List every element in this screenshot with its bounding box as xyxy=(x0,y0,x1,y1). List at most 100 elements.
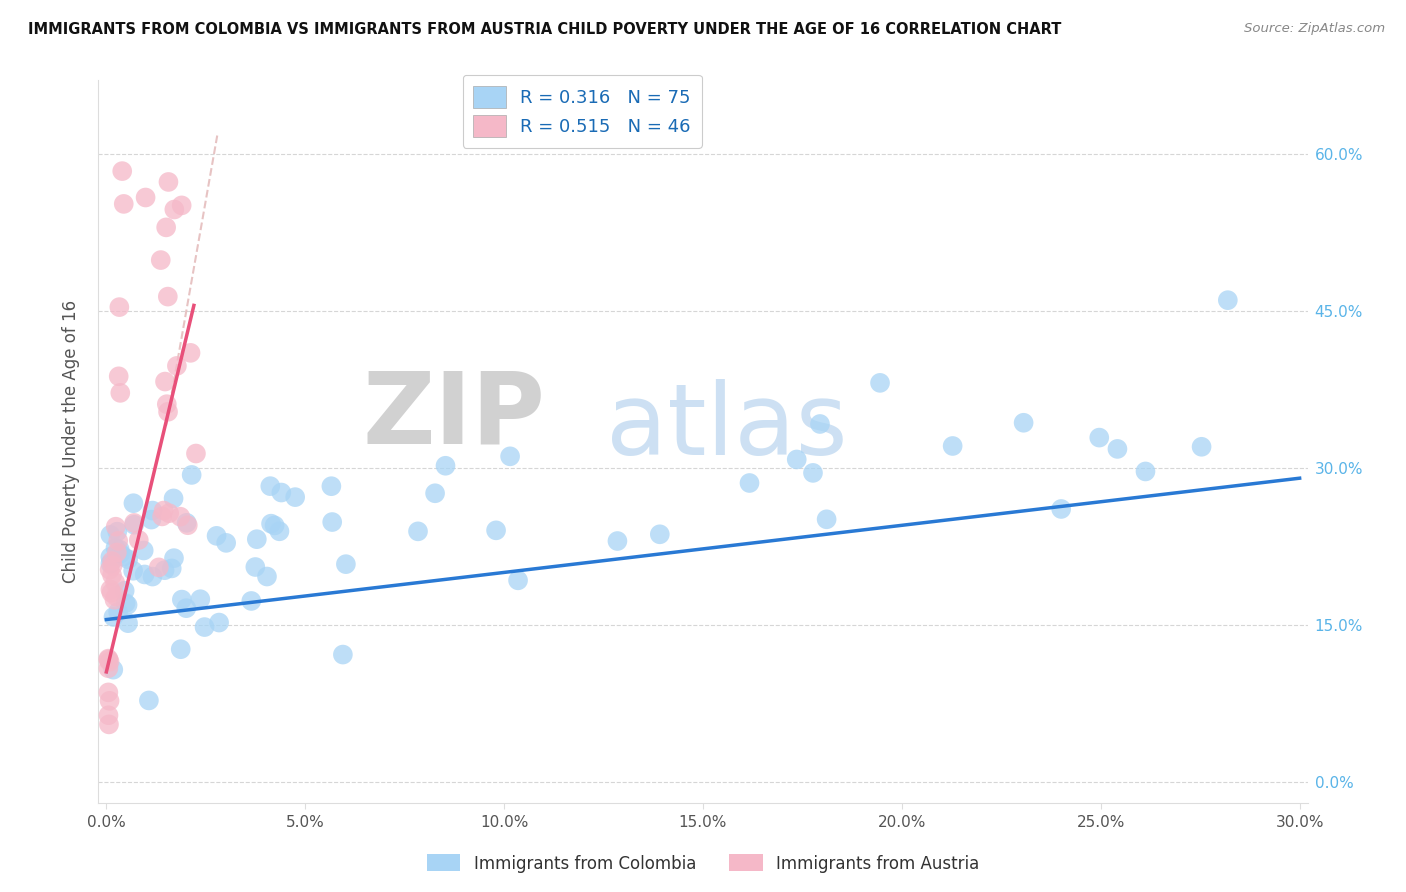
Point xyxy=(135,190,157,204)
Point xyxy=(103,592,125,607)
Point xyxy=(141,503,163,517)
Point xyxy=(184,446,207,460)
Point xyxy=(100,582,122,597)
Point xyxy=(100,586,122,600)
Point xyxy=(1191,440,1213,454)
Point xyxy=(156,397,179,411)
Point xyxy=(485,524,508,538)
Point xyxy=(104,519,127,533)
Point xyxy=(166,359,188,373)
Point xyxy=(98,694,121,708)
Point xyxy=(406,524,429,539)
Point xyxy=(606,534,628,549)
Point xyxy=(1216,293,1239,308)
Point xyxy=(263,518,285,533)
Point xyxy=(869,376,891,390)
Point xyxy=(423,486,446,500)
Point xyxy=(163,202,186,217)
Point xyxy=(170,642,193,657)
Point xyxy=(180,346,202,360)
Point xyxy=(110,385,132,400)
Point xyxy=(174,601,197,615)
Point xyxy=(321,479,343,493)
Point xyxy=(97,661,120,675)
Point xyxy=(786,452,808,467)
Point xyxy=(101,558,124,573)
Point xyxy=(112,549,135,564)
Point xyxy=(176,516,198,530)
Point xyxy=(97,708,120,723)
Point xyxy=(149,253,172,268)
Point xyxy=(215,536,238,550)
Point xyxy=(434,458,457,473)
Text: IMMIGRANTS FROM COLOMBIA VS IMMIGRANTS FROM AUSTRIA CHILD POVERTY UNDER THE AGE : IMMIGRANTS FROM COLOMBIA VS IMMIGRANTS F… xyxy=(28,22,1062,37)
Point xyxy=(114,583,136,598)
Point xyxy=(122,517,145,532)
Point xyxy=(648,527,671,541)
Point xyxy=(98,563,121,577)
Point xyxy=(240,594,263,608)
Point xyxy=(97,653,120,667)
Point xyxy=(284,490,307,504)
Point xyxy=(108,542,131,557)
Y-axis label: Child Poverty Under the Age of 16: Child Poverty Under the Age of 16 xyxy=(62,300,80,583)
Point xyxy=(188,592,211,607)
Point xyxy=(103,610,125,624)
Point xyxy=(97,651,120,665)
Legend: R = 0.316   N = 75, R = 0.515   N = 46: R = 0.316 N = 75, R = 0.515 N = 46 xyxy=(463,75,702,148)
Point xyxy=(122,496,145,510)
Point xyxy=(134,567,156,582)
Point xyxy=(117,598,139,612)
Point xyxy=(1135,465,1157,479)
Point xyxy=(122,564,145,578)
Point xyxy=(98,528,121,542)
Point xyxy=(103,663,125,677)
Point xyxy=(104,541,127,555)
Point xyxy=(259,479,281,493)
Point xyxy=(122,516,145,530)
Point xyxy=(1088,431,1111,445)
Point xyxy=(98,655,121,669)
Point xyxy=(260,516,283,531)
Point xyxy=(157,506,180,520)
Point xyxy=(738,475,761,490)
Point xyxy=(112,197,135,211)
Point xyxy=(114,596,136,610)
Point xyxy=(180,467,202,482)
Point xyxy=(177,518,200,533)
Point xyxy=(98,717,121,731)
Point xyxy=(98,557,121,571)
Point xyxy=(808,417,831,431)
Point xyxy=(1012,416,1035,430)
Point xyxy=(801,466,824,480)
Point xyxy=(148,560,170,574)
Point xyxy=(156,290,179,304)
Point xyxy=(170,592,193,607)
Point xyxy=(153,563,176,577)
Point xyxy=(321,515,343,529)
Point xyxy=(256,569,278,583)
Point xyxy=(104,575,127,590)
Point xyxy=(117,616,139,631)
Point xyxy=(117,552,139,566)
Point xyxy=(335,557,357,571)
Point xyxy=(108,300,131,314)
Point xyxy=(111,164,134,178)
Point xyxy=(170,198,193,212)
Point xyxy=(163,551,186,566)
Text: ZIP: ZIP xyxy=(363,368,546,465)
Point xyxy=(245,560,267,574)
Point xyxy=(506,574,529,588)
Point xyxy=(1050,502,1073,516)
Point xyxy=(205,529,228,543)
Point xyxy=(1107,442,1129,456)
Point xyxy=(105,545,128,559)
Point xyxy=(160,561,183,575)
Point xyxy=(499,450,522,464)
Point xyxy=(157,405,180,419)
Point xyxy=(107,369,129,384)
Point xyxy=(110,547,132,561)
Legend: Immigrants from Colombia, Immigrants from Austria: Immigrants from Colombia, Immigrants fro… xyxy=(420,847,986,880)
Point xyxy=(942,439,965,453)
Point xyxy=(162,491,184,506)
